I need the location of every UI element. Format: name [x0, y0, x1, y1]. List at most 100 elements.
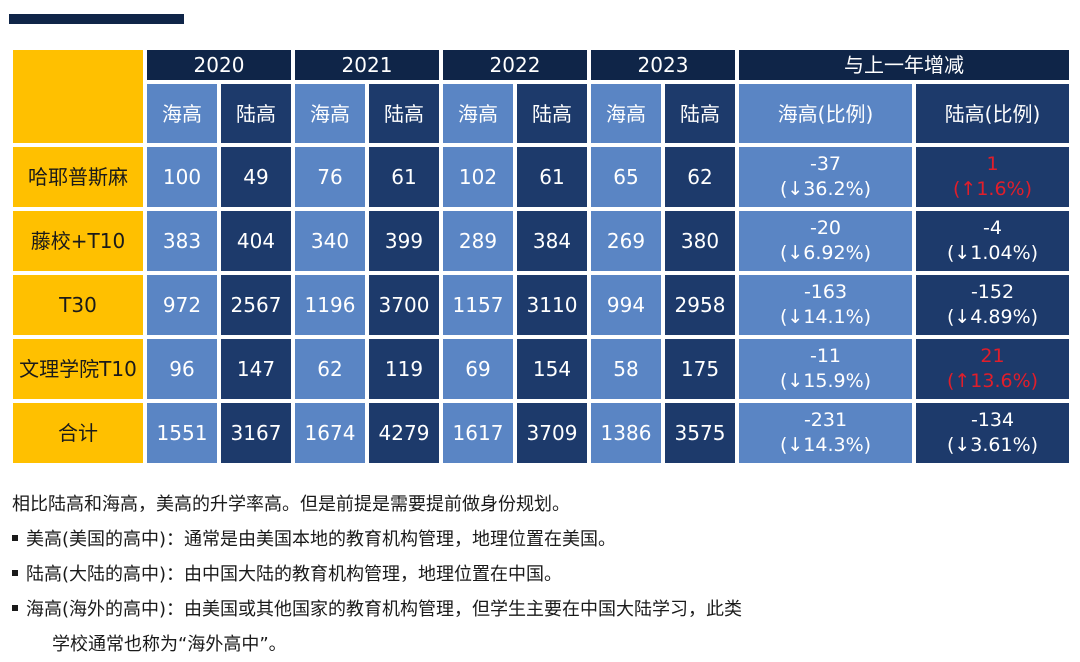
change-percent: (↓3.61%)	[946, 434, 1039, 456]
change-value: 21	[980, 345, 1005, 367]
lu-change-cell: 21 (↑13.6%)	[916, 339, 1069, 399]
table-row: 文理学院T10 96 147 62 119 69 154 58 175 -11 …	[13, 339, 1069, 399]
row-label: 文理学院T10	[13, 339, 143, 399]
change-percent: (↓4.89%)	[946, 306, 1039, 328]
lu-change-cell: -4 (↓1.04%)	[916, 211, 1069, 271]
value-cell: 58	[591, 339, 661, 399]
change-value: -163	[803, 281, 848, 303]
summary-text: 相比陆高和海高，美高的升学率高。但是前提是需要提前做身份规划。	[12, 494, 570, 515]
square-bullet-icon	[12, 570, 18, 576]
value-cell: 62	[295, 339, 365, 399]
value-cell: 2567	[221, 275, 291, 335]
value-cell: 65	[591, 147, 661, 207]
change-value: 1	[986, 153, 999, 175]
note-bullet-item: 美高(美国的高中)：通常是由美国本地的教育机构管理，地理位置在美国。	[12, 522, 1062, 557]
value-cell: 76	[295, 147, 365, 207]
change-percent: (↓15.9%)	[779, 370, 872, 392]
note-text: 海高(海外的高中)：由美国或其他国家的教育机构管理，但学生主要在中国大陆学习，此…	[26, 599, 743, 620]
change-value: -152	[970, 281, 1015, 303]
square-bullet-icon	[12, 605, 18, 611]
hai-change-cell: -11 (↓15.9%)	[739, 339, 912, 399]
sub-header-hai: 海高	[443, 84, 513, 143]
change-percent: (↓14.1%)	[779, 306, 872, 328]
sub-header-lu-change: 陆高(比例)	[916, 84, 1069, 143]
value-cell: 1617	[443, 403, 513, 463]
sub-header-hai-change: 海高(比例)	[739, 84, 912, 143]
value-cell: 3709	[517, 403, 587, 463]
value-cell: 269	[591, 211, 661, 271]
sub-header-lu: 陆高	[369, 84, 439, 143]
table-row: 藤校+T10 383 404 340 399 289 384 269 380 -…	[13, 211, 1069, 271]
change-value: -231	[803, 409, 848, 431]
lu-change-cell: -152 (↓4.89%)	[916, 275, 1069, 335]
table-row: 合计 1551 3167 1674 4279 1617 3709 1386 35…	[13, 403, 1069, 463]
value-cell: 383	[147, 211, 217, 271]
admissions-table: 2020 2021 2022 2023 与上一年增减 海高 陆高 海高 陆高 海…	[9, 46, 1073, 467]
hai-change-cell: -37 (↓36.2%)	[739, 147, 912, 207]
sub-header-lu: 陆高	[517, 84, 587, 143]
table-row: 哈耶普斯麻 100 49 76 61 102 61 65 62 -37 (↓36…	[13, 147, 1069, 207]
lu-change-cell: -134 (↓3.61%)	[916, 403, 1069, 463]
sub-header-hai: 海高	[295, 84, 365, 143]
row-label: T30	[13, 275, 143, 335]
change-value: -20	[809, 217, 842, 239]
hai-change-cell: -163 (↓14.1%)	[739, 275, 912, 335]
change-value: -134	[970, 409, 1015, 431]
value-cell: 62	[665, 147, 735, 207]
note-continuation: 学校通常也称为“海外高中”。	[52, 634, 287, 655]
change-value: -4	[983, 217, 1002, 239]
notes-section: 相比陆高和海高，美高的升学率高。但是前提是需要提前做身份规划。 美高(美国的高中…	[12, 487, 1062, 662]
change-percent: (↓6.92%)	[779, 242, 872, 264]
value-cell: 972	[147, 275, 217, 335]
hai-change-cell: -231 (↓14.3%)	[739, 403, 912, 463]
value-cell: 384	[517, 211, 587, 271]
row-label: 合计	[13, 403, 143, 463]
table-row: T30 972 2567 1196 3700 1157 3110 994 295…	[13, 275, 1069, 335]
value-cell: 994	[591, 275, 661, 335]
sub-header-row: 海高 陆高 海高 陆高 海高 陆高 海高 陆高 海高(比例) 陆高(比例)	[13, 84, 1069, 143]
value-cell: 3700	[369, 275, 439, 335]
year-header-2022: 2022	[443, 50, 587, 80]
change-percent: (↑1.6%)	[952, 178, 1032, 200]
note-text: 陆高(大陆的高中)：由中国大陆的教育机构管理，地理位置在中国。	[26, 564, 563, 585]
value-cell: 49	[221, 147, 291, 207]
change-percent: (↓14.3%)	[779, 434, 872, 456]
title-accent-bar	[9, 14, 184, 24]
value-cell: 100	[147, 147, 217, 207]
year-header-2021: 2021	[295, 50, 439, 80]
year-header-2023: 2023	[591, 50, 735, 80]
value-cell: 404	[221, 211, 291, 271]
value-cell: 119	[369, 339, 439, 399]
value-cell: 1386	[591, 403, 661, 463]
value-cell: 380	[665, 211, 735, 271]
value-cell: 1674	[295, 403, 365, 463]
change-value: -11	[809, 345, 842, 367]
change-percent: (↓1.04%)	[946, 242, 1039, 264]
value-cell: 4279	[369, 403, 439, 463]
corner-cell	[13, 50, 143, 143]
sub-header-hai: 海高	[591, 84, 661, 143]
row-label: 藤校+T10	[13, 211, 143, 271]
year-header-row: 2020 2021 2022 2023 与上一年增减	[13, 50, 1069, 143]
note-bullet-item: 海高(海外的高中)：由美国或其他国家的教育机构管理，但学生主要在中国大陆学习，此…	[12, 592, 1062, 627]
value-cell: 1157	[443, 275, 513, 335]
change-percent: (↑13.6%)	[946, 370, 1039, 392]
value-cell: 96	[147, 339, 217, 399]
row-label: 哈耶普斯麻	[13, 147, 143, 207]
value-cell: 154	[517, 339, 587, 399]
value-cell: 61	[517, 147, 587, 207]
value-cell: 1196	[295, 275, 365, 335]
sub-header-lu: 陆高	[221, 84, 291, 143]
value-cell: 69	[443, 339, 513, 399]
sub-header-hai: 海高	[147, 84, 217, 143]
value-cell: 2958	[665, 275, 735, 335]
value-cell: 1551	[147, 403, 217, 463]
note-text: 美高(美国的高中)：通常是由美国本地的教育机构管理，地理位置在美国。	[26, 529, 617, 550]
value-cell: 289	[443, 211, 513, 271]
value-cell: 340	[295, 211, 365, 271]
change-header: 与上一年增减	[739, 50, 1069, 80]
hai-change-cell: -20 (↓6.92%)	[739, 211, 912, 271]
square-bullet-icon	[12, 535, 18, 541]
year-header-2020: 2020	[147, 50, 291, 80]
value-cell: 147	[221, 339, 291, 399]
